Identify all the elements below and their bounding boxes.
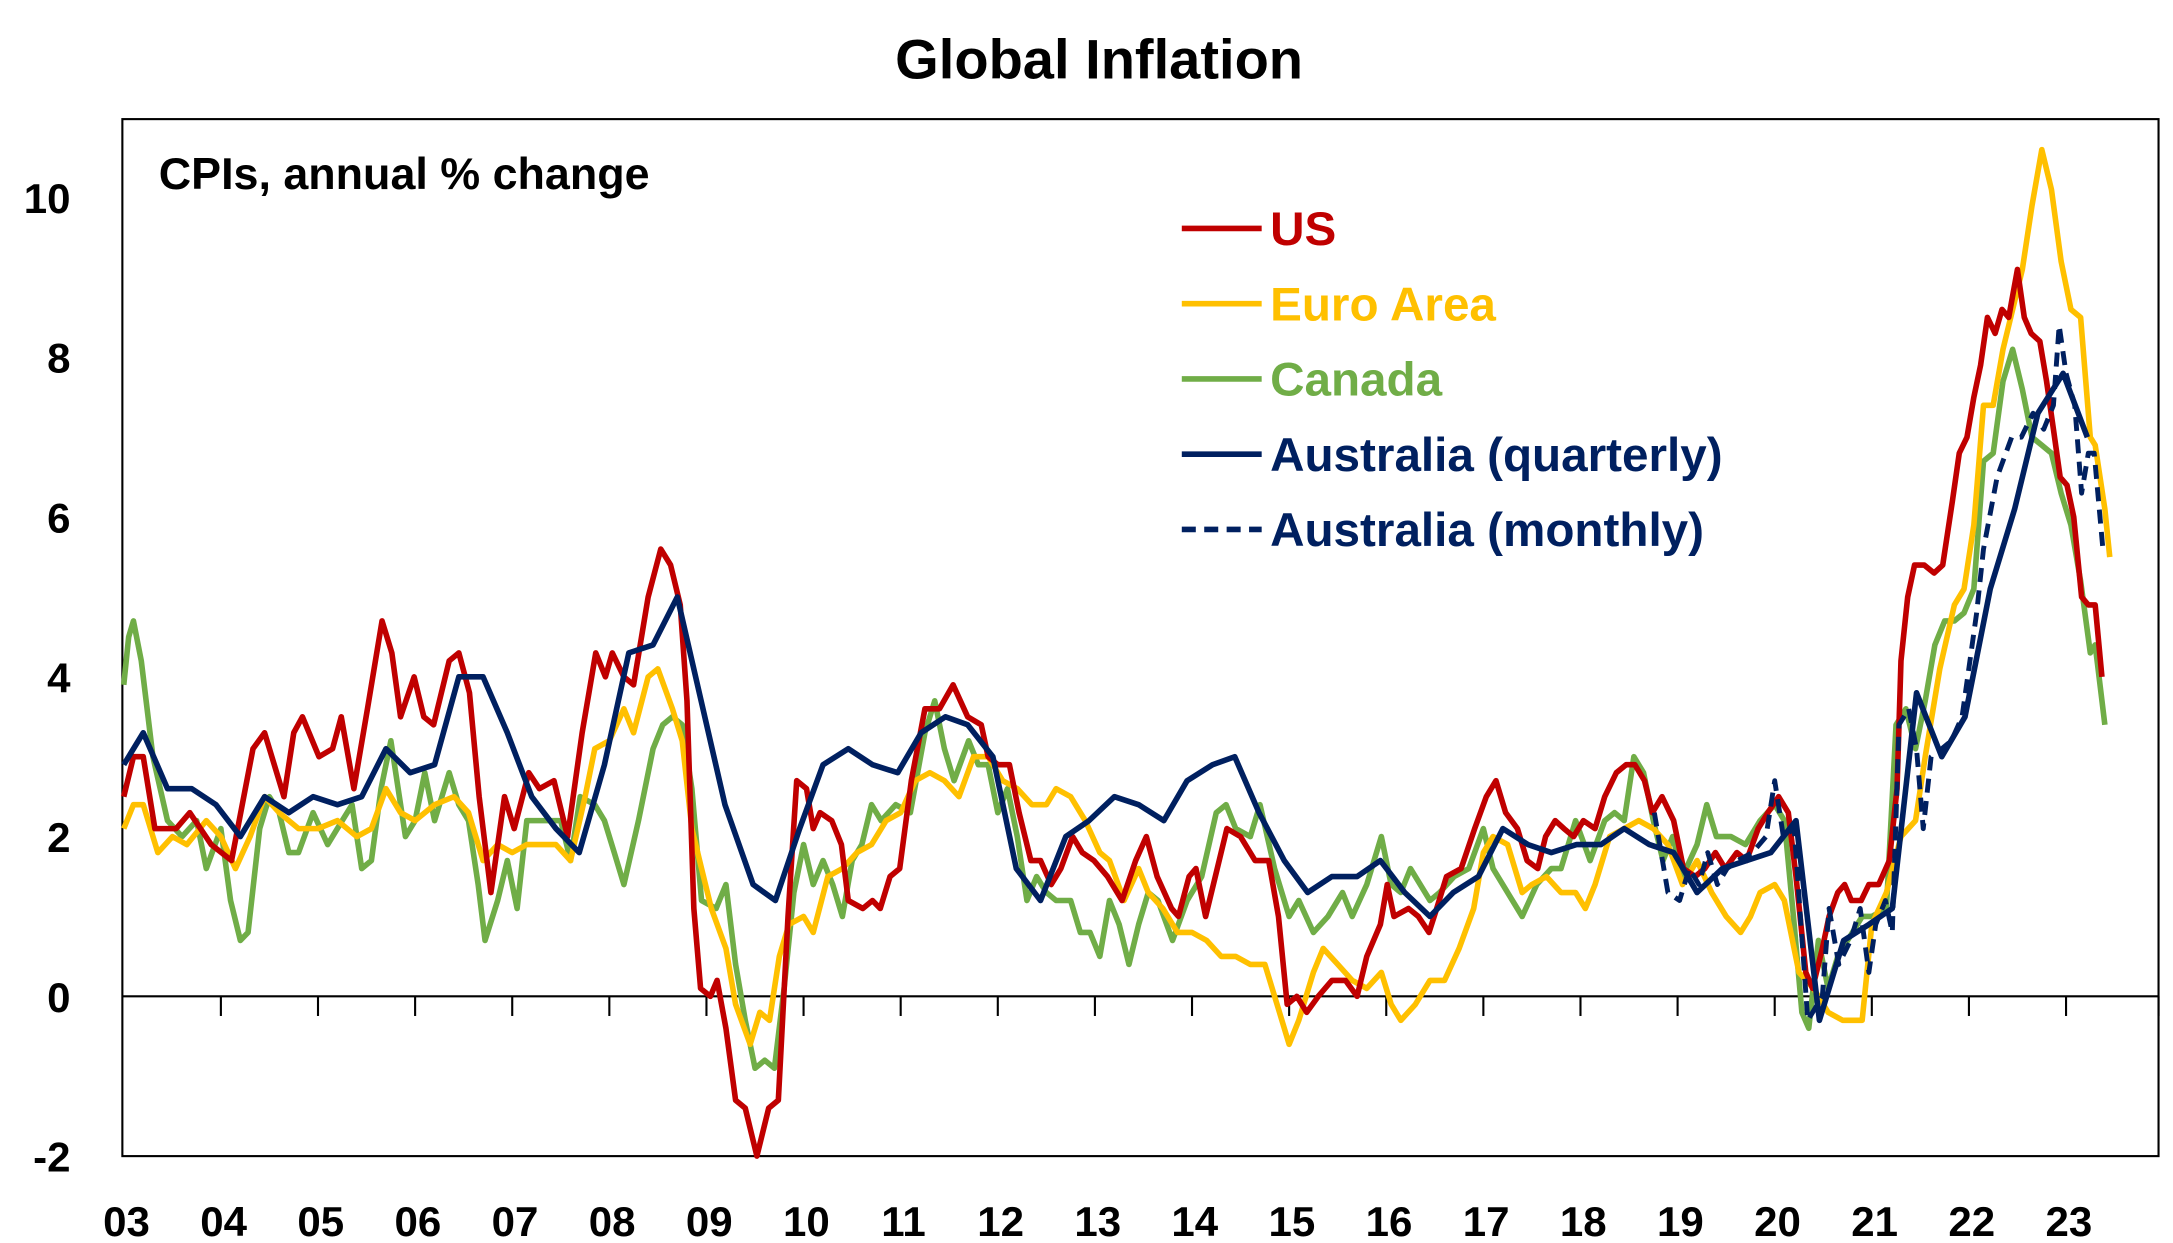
x-tick-label: 07: [492, 1198, 539, 1243]
series-line-australia-monthly: [1651, 322, 2106, 1023]
series-line-euro-area: [121, 146, 2113, 1048]
y-tick-label: 2: [47, 814, 70, 861]
legend-label: Australia (quarterly): [1270, 429, 1723, 482]
x-tick-label: 13: [1074, 1198, 1121, 1243]
x-tick-label: 20: [1754, 1198, 1801, 1243]
x-tick-label: 04: [200, 1198, 247, 1243]
x-tick-label: 06: [395, 1198, 442, 1243]
series-line-us: [121, 266, 2105, 1159]
x-tick-label: 22: [1948, 1198, 1995, 1243]
x-tick-label: 17: [1463, 1198, 1510, 1243]
x-tick-label: 11: [881, 1198, 925, 1243]
x-tick-label: 05: [297, 1198, 344, 1243]
legend-label: Canada: [1270, 354, 1443, 407]
x-tick-label: 23: [2045, 1198, 2092, 1243]
y-tick-label: 10: [24, 175, 71, 222]
y-tick-label: 6: [47, 495, 70, 542]
x-tick-label: 12: [977, 1198, 1024, 1243]
chart-title: Global Inflation: [895, 27, 1303, 90]
x-tick-label: 15: [1269, 1198, 1316, 1243]
series-line-canada: [120, 346, 2108, 1072]
y-tick-label: 8: [47, 335, 70, 382]
chart-subtitle: CPIs, annual % change: [159, 148, 650, 199]
y-tick-label: 0: [47, 974, 70, 1021]
x-tick-label: 14: [1171, 1198, 1218, 1243]
x-tick-label: 08: [589, 1198, 636, 1243]
series-line-australia-quarterly: [121, 370, 2090, 1024]
x-tick-label: 18: [1560, 1198, 1607, 1243]
x-tick-label: 09: [686, 1198, 733, 1243]
series-lines: [120, 146, 2113, 1159]
legend-label: Euro Area: [1270, 278, 1496, 331]
legend-label: Australia (monthly): [1270, 504, 1704, 557]
y-tick-label: -2: [33, 1134, 70, 1181]
x-tick-label: 16: [1366, 1198, 1413, 1243]
x-tick-label: 21: [1851, 1198, 1898, 1243]
plot-area: [121, 118, 2160, 1158]
x-tick-label: 03: [103, 1198, 150, 1243]
x-tick-label: 10: [783, 1198, 830, 1243]
legend-label: US: [1270, 203, 1336, 256]
x-tick-label: 19: [1657, 1198, 1704, 1243]
y-axis: -2 0 2 4 6 8 10: [24, 175, 71, 1181]
x-axis: 03 04 05 06 07 08 09 10 11 12 13 14 15 16 17 18 19 20 21 22…: [103, 995, 2160, 1243]
y-tick-label: 4: [47, 654, 71, 701]
legend: US Euro Area Canada Australia (quarterly) Au…: [1181, 203, 1723, 557]
